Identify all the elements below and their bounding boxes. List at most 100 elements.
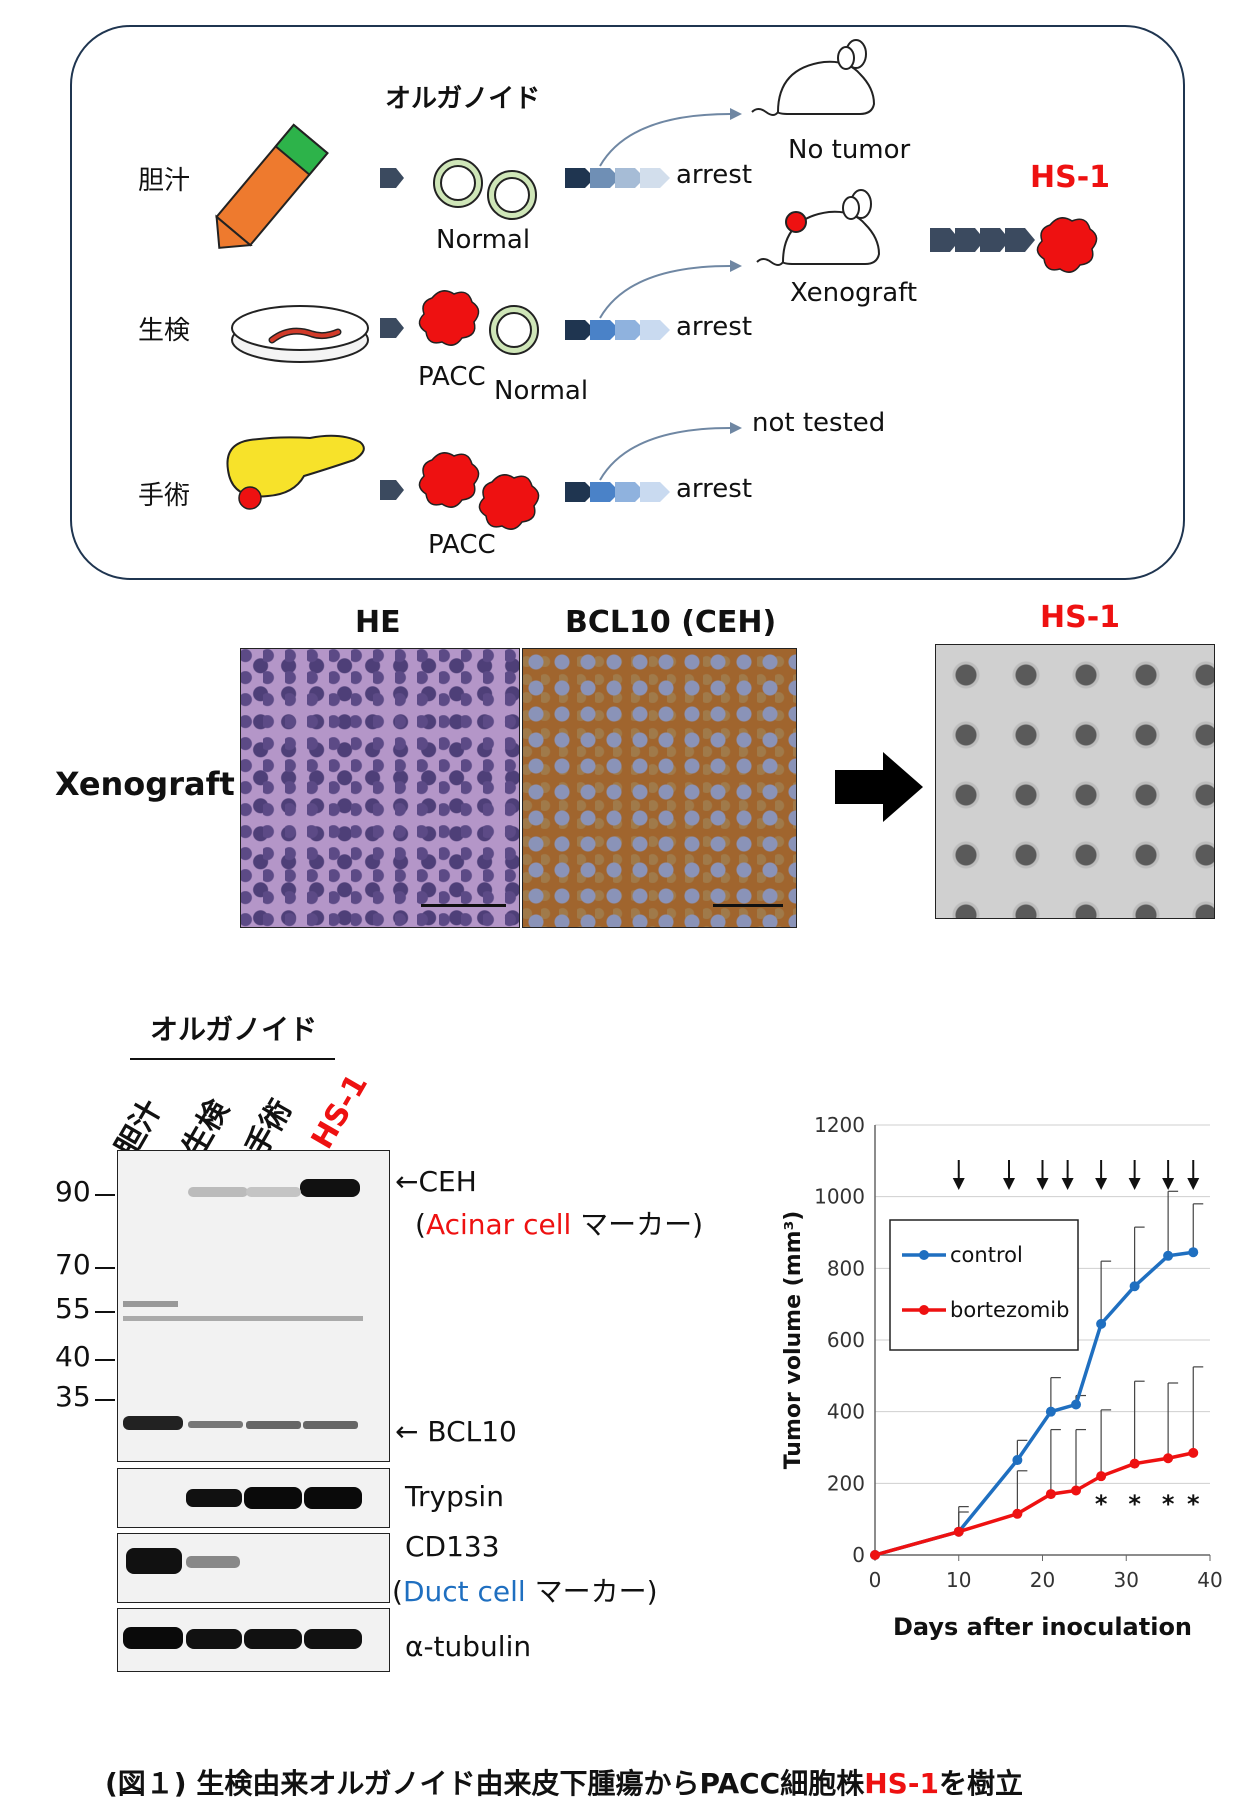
- data-point-bortezomib: [1071, 1485, 1081, 1496]
- y-tick-label: 0: [852, 1543, 865, 1567]
- data-point-control: [1045, 1406, 1056, 1417]
- x-tick-label: 10: [946, 1568, 971, 1592]
- label-hs1-flow: HS-1: [1030, 160, 1111, 195]
- flow-organoid-title: オルガノイド: [385, 84, 541, 114]
- pancreas-icon: [226, 434, 365, 510]
- marker-90: 90: [55, 1175, 91, 1208]
- flow-diagram-frame: [70, 25, 1185, 580]
- blot-panel-cd133: [117, 1533, 390, 1603]
- data-point-control: [1012, 1455, 1023, 1466]
- significance-star: *: [1095, 1490, 1108, 1518]
- series-line-bortezomib: [874, 1451, 1194, 1557]
- x-axis-label: Days after inoculation: [893, 1613, 1192, 1641]
- label-not-tested: not tested: [752, 408, 886, 438]
- data-point-bortezomib: [953, 1526, 964, 1537]
- data-point-control: [1188, 1247, 1199, 1258]
- x-tick-label: 20: [1030, 1568, 1055, 1592]
- data-point-control: [1163, 1250, 1174, 1261]
- blot-panel-tubulin: [117, 1608, 390, 1672]
- petri-dish-icon: [231, 305, 369, 363]
- label-xenograft: Xenograft: [790, 278, 918, 308]
- label-cd133: CD133: [405, 1530, 500, 1563]
- chevron-arrows-to-hs1: [930, 228, 1035, 252]
- curved-arrow-heads: [730, 108, 742, 434]
- marker-35: 35: [55, 1380, 91, 1413]
- blot-organoid-title: オルガノイド: [150, 1013, 318, 1046]
- lane-label-hs1: HS-1: [304, 1068, 376, 1155]
- label-normal-row2: Normal: [494, 376, 589, 406]
- significance-star: *: [1162, 1490, 1175, 1518]
- y-tick-label: 400: [827, 1400, 865, 1424]
- x-tick-label: 40: [1197, 1568, 1222, 1592]
- legend-label-control: control: [950, 1243, 1023, 1267]
- data-point-bortezomib: [1188, 1447, 1199, 1458]
- label-arrest-row2: arrest: [676, 312, 753, 342]
- blot-panel-ceh-bcl10: [117, 1150, 390, 1462]
- significance-star: *: [1128, 1490, 1141, 1518]
- legend-marker-bortezomib: [919, 1305, 929, 1315]
- data-point-control: [1096, 1318, 1107, 1329]
- dosing-arrow-head: [1128, 1178, 1141, 1190]
- dosing-arrow-head: [1187, 1178, 1200, 1190]
- label-pacc-row2: PACC: [418, 362, 486, 392]
- row-label-bile: 胆汁: [138, 166, 191, 196]
- label-arrest-row3: arrest: [676, 474, 753, 504]
- label-acinar-marker: (Acinar cell マーカー): [415, 1208, 704, 1241]
- label-no-tumor: No tumor: [788, 135, 911, 165]
- chevron-arrows-row1: [565, 168, 670, 188]
- legend-marker-control: [919, 1250, 929, 1260]
- figure-caption: (図１) 生検由来オルガノイド由来皮下腫瘍からPACC細胞株HS-1を樹立: [105, 1767, 1023, 1800]
- step-arrows: [380, 168, 404, 500]
- mouse-no-tumor-icon: [751, 39, 876, 116]
- he-stain-image: [240, 648, 520, 928]
- label-arrest-row1: arrest: [676, 160, 753, 190]
- label-trypsin: Trypsin: [405, 1480, 504, 1513]
- right-arrow-icon: [835, 752, 923, 822]
- dosing-arrow-head: [952, 1178, 965, 1190]
- xenograft-row-label: Xenograft: [55, 765, 235, 803]
- legend-box: [889, 1219, 1079, 1351]
- dosing-arrow-head: [1003, 1178, 1015, 1190]
- y-tick-label: 1000: [814, 1185, 865, 1209]
- dosing-arrow-head: [1061, 1178, 1074, 1190]
- data-point-bortezomib: [1163, 1453, 1174, 1464]
- bcl10-title: BCL10 (CEH): [565, 605, 777, 640]
- data-point-bortezomib: [1045, 1489, 1056, 1500]
- chevron-arrows-row3: [565, 482, 670, 502]
- hs1-image-title: HS-1: [1040, 600, 1121, 635]
- data-point-bortezomib: [1096, 1471, 1107, 1482]
- marker-55: 55: [55, 1292, 91, 1325]
- label-bcl10: ← BCL10: [395, 1415, 517, 1448]
- data-point-control: [1071, 1399, 1081, 1410]
- y-tick-label: 600: [827, 1328, 865, 1352]
- blot-panel-trypsin: [117, 1468, 390, 1528]
- data-point-bortezomib: [1012, 1508, 1023, 1519]
- label-pacc-row3: PACC: [428, 530, 496, 560]
- row-label-surgery: 手術: [138, 481, 191, 511]
- data-point-bortezomib: [1129, 1458, 1140, 1469]
- x-tick-label: 0: [869, 1568, 882, 1592]
- label-normal-row1: Normal: [436, 225, 531, 255]
- normal-organoid-icons: [433, 158, 539, 355]
- label-duct-marker: (Duct cell マーカー): [392, 1575, 658, 1608]
- dosing-arrow-head: [1095, 1178, 1108, 1190]
- chevron-arrows-row2: [565, 320, 670, 340]
- hs1-culture-image: [935, 644, 1215, 919]
- dosing-arrow-head: [1036, 1178, 1049, 1190]
- legend-label-bortezomib: bortezomib: [950, 1298, 1069, 1322]
- mouse-xenograft-icon: [756, 189, 881, 266]
- significance-star: *: [1187, 1490, 1200, 1518]
- y-tick-label: 200: [827, 1471, 865, 1495]
- bile-tube-icon: [215, 123, 329, 249]
- marker-40: 40: [55, 1340, 91, 1373]
- y-tick-label: 1200: [814, 1113, 865, 1137]
- row-label-biopsy: 生検: [138, 316, 191, 346]
- bcl10-stain-image: [522, 648, 797, 928]
- data-point-bortezomib: [870, 1550, 880, 1560]
- y-axis-label: Tumor volume (mm³): [781, 1211, 806, 1470]
- curved-arrows: [599, 113, 731, 481]
- pacc-organoid-icons: [418, 217, 1098, 530]
- acinar-cell-text: Acinar cell: [425, 1208, 572, 1241]
- organoid-bracket-line: [130, 1058, 335, 1060]
